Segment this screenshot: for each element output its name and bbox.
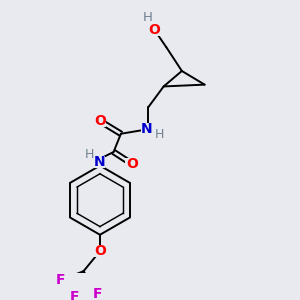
Text: O: O [148,23,160,37]
Text: N: N [140,122,152,136]
Text: F: F [70,290,79,300]
Bar [141,123,159,135]
Text: O: O [126,157,138,171]
Bar [125,158,138,170]
Bar [69,291,80,300]
Text: O: O [94,244,106,258]
Bar [85,156,105,168]
Text: F: F [92,287,102,300]
Bar [91,288,103,300]
Bar [148,24,161,36]
Text: H: H [143,11,153,24]
Bar [143,12,154,23]
Text: H: H [154,128,164,141]
Text: F: F [56,273,66,287]
Text: N: N [94,155,106,169]
Bar [94,245,106,257]
Text: H: H [84,148,94,161]
Bar [94,115,106,127]
Text: O: O [94,114,106,128]
Bar [55,274,67,286]
